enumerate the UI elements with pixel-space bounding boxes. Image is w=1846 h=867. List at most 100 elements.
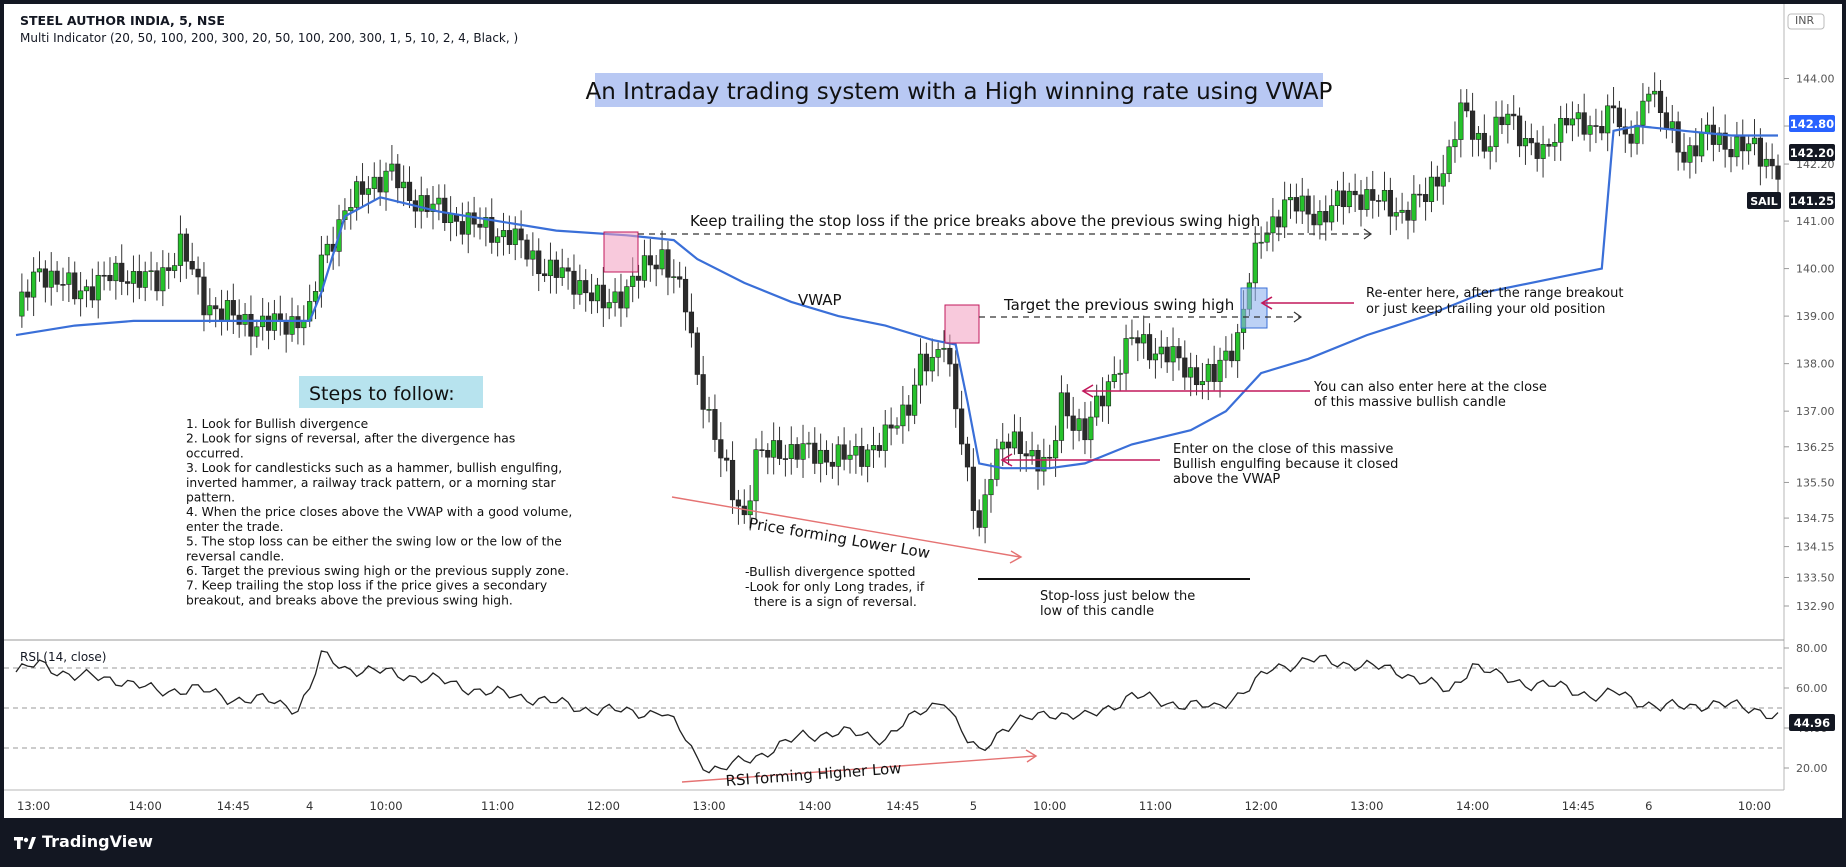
candle bbox=[1534, 130, 1540, 172]
candle bbox=[718, 422, 724, 478]
time-tick-label: 4 bbox=[306, 799, 313, 813]
candle bbox=[1117, 359, 1123, 392]
candle bbox=[671, 259, 677, 294]
rsi-tick-label: 80.00 bbox=[1796, 642, 1828, 655]
steps-line: breakout, and breaks above the previous … bbox=[186, 593, 513, 607]
time-axis[interactable]: 13:00 14:00 14:45 4 10:00 11:00 12:00 13:00 14:0… bbox=[17, 799, 1771, 813]
candle bbox=[1123, 324, 1129, 391]
also-enter-note-1: You can also enter here at the close bbox=[1313, 380, 1547, 395]
candle bbox=[1364, 176, 1370, 217]
candle bbox=[201, 262, 207, 332]
rsi-tick-label: 60.00 bbox=[1796, 682, 1828, 695]
candle bbox=[177, 215, 184, 283]
candle bbox=[1511, 95, 1517, 130]
time-tick-label: 14:00 bbox=[129, 799, 162, 813]
candle bbox=[483, 207, 489, 247]
candle bbox=[1070, 396, 1076, 450]
also-enter-arrowhead bbox=[1081, 384, 1094, 398]
candle bbox=[1387, 177, 1393, 235]
candle bbox=[1076, 408, 1082, 442]
title-highlight bbox=[595, 73, 1323, 107]
candle bbox=[1446, 139, 1452, 183]
time-tick-label: 10:00 bbox=[1033, 799, 1066, 813]
time-tick-label: 14:00 bbox=[1456, 799, 1489, 813]
lower-low-trendline bbox=[671, 496, 1021, 558]
price-tick-label: 134.75 bbox=[1796, 512, 1835, 525]
rsi-label[interactable]: RSI (14, close) bbox=[20, 650, 106, 664]
price-tick-label: 133.50 bbox=[1796, 571, 1835, 584]
candle bbox=[647, 238, 653, 282]
indicator-label[interactable]: Multi Indicator (20, 50, 100, 200, 300, … bbox=[20, 31, 518, 45]
candle bbox=[941, 330, 947, 363]
steps-line: 6. Target the previous swing high or the… bbox=[186, 564, 569, 578]
tradingview-logo-icon bbox=[14, 835, 36, 849]
candle bbox=[1728, 136, 1734, 173]
time-tick-label: 13:00 bbox=[17, 799, 50, 813]
candle bbox=[60, 267, 66, 301]
steps-line: reversal candle. bbox=[186, 549, 284, 563]
candle bbox=[929, 338, 935, 382]
candle bbox=[923, 342, 929, 386]
candle bbox=[976, 499, 982, 537]
divergence-note-3: there is a sign of reversal. bbox=[754, 594, 917, 609]
currency-badge[interactable] bbox=[1787, 13, 1825, 30]
candle bbox=[1593, 108, 1599, 144]
price-tick-label: 140.00 bbox=[1796, 263, 1835, 276]
candle bbox=[31, 257, 37, 317]
candle bbox=[682, 266, 689, 331]
candle bbox=[1064, 384, 1070, 429]
rsi-value: 44.96 bbox=[1794, 716, 1830, 730]
candle bbox=[612, 278, 618, 317]
candle bbox=[430, 185, 436, 230]
candle bbox=[677, 261, 683, 288]
candle bbox=[571, 254, 577, 310]
candle bbox=[1481, 114, 1487, 159]
sail-tag-label: SAIL bbox=[1750, 195, 1778, 208]
candle bbox=[389, 145, 395, 181]
candle bbox=[900, 385, 906, 444]
candle bbox=[1141, 315, 1147, 359]
candle bbox=[395, 154, 401, 204]
enter-close-note-3: above the VWAP bbox=[1173, 472, 1280, 487]
vwap-label: VWAP bbox=[798, 291, 842, 309]
candle bbox=[1681, 133, 1687, 171]
candle bbox=[653, 254, 659, 287]
steps-line: 7. Keep trailing the stop loss if the pr… bbox=[186, 579, 547, 593]
candle bbox=[1217, 347, 1223, 398]
candle bbox=[1370, 170, 1376, 219]
candle bbox=[788, 426, 794, 475]
stoploss-note-1: Stop-loss just below the bbox=[1040, 589, 1195, 604]
last-price-badge bbox=[1789, 115, 1835, 132]
symbol-label[interactable]: STEEL AUTHOR INDIA, 5, NSE bbox=[20, 13, 225, 28]
rsi-tick-label: 20.00 bbox=[1796, 762, 1828, 775]
candle bbox=[729, 441, 736, 514]
candle bbox=[1058, 375, 1065, 454]
currency-label[interactable]: INR bbox=[1795, 14, 1814, 27]
candle bbox=[254, 319, 260, 348]
candle bbox=[1393, 197, 1399, 231]
candle bbox=[1047, 444, 1053, 469]
candle bbox=[1423, 177, 1429, 221]
candle bbox=[359, 163, 366, 207]
higher-low-trendline bbox=[681, 755, 1036, 783]
tradingview-brand[interactable]: TradingView bbox=[14, 832, 153, 851]
candle bbox=[1516, 107, 1523, 158]
candle bbox=[771, 422, 777, 475]
trailing-arrowhead bbox=[1363, 228, 1373, 240]
candle bbox=[1152, 338, 1159, 379]
candle bbox=[935, 342, 941, 377]
candle bbox=[541, 258, 548, 282]
candle bbox=[618, 273, 624, 327]
candle bbox=[747, 485, 753, 531]
candle bbox=[1188, 352, 1194, 397]
candle bbox=[354, 175, 360, 221]
divergence-note-2: -Look for only Long trades, if bbox=[745, 579, 925, 594]
steps-line: 5. The stop loss can be either the swing… bbox=[186, 535, 562, 549]
candle bbox=[841, 427, 847, 471]
candle bbox=[442, 184, 448, 231]
candle bbox=[1411, 175, 1417, 233]
candle bbox=[78, 272, 84, 317]
candle bbox=[853, 433, 859, 474]
candle bbox=[583, 269, 589, 312]
